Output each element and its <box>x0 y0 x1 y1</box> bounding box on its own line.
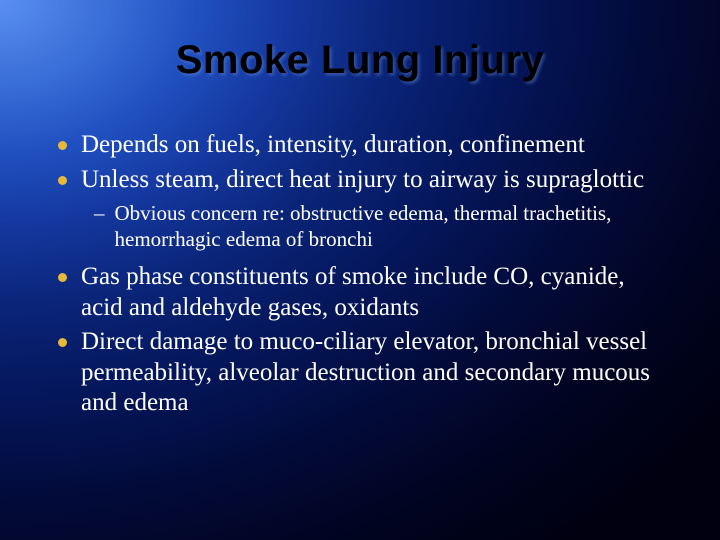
bullet-l1: Unless steam, direct heat injury to airw… <box>58 165 668 196</box>
slide-body: Depends on fuels, intensity, duration, c… <box>58 130 668 423</box>
bullet-text: Direct damage to muco-ciliary elevator, … <box>81 327 668 419</box>
bullet-text: Unless steam, direct heat injury to airw… <box>81 165 668 196</box>
circle-bullet-icon <box>58 141 67 150</box>
bullet-l1: Depends on fuels, intensity, duration, c… <box>58 130 668 161</box>
bullet-l1: Direct damage to muco-ciliary elevator, … <box>58 327 668 419</box>
circle-bullet-icon <box>58 338 67 347</box>
circle-bullet-icon <box>58 273 67 282</box>
bullet-text: Obvious concern re: obstructive edema, t… <box>115 201 669 252</box>
circle-bullet-icon <box>58 176 67 185</box>
bullet-text: Gas phase constituents of smoke include … <box>81 262 668 323</box>
dash-bullet-icon: – <box>94 201 105 227</box>
slide: Smoke Lung Injury Depends on fuels, inte… <box>0 0 720 540</box>
slide-title: Smoke Lung Injury <box>0 38 720 83</box>
bullet-l1: Gas phase constituents of smoke include … <box>58 262 668 323</box>
bullet-text: Depends on fuels, intensity, duration, c… <box>81 130 668 161</box>
bullet-l2: – Obvious concern re: obstructive edema,… <box>94 201 668 252</box>
